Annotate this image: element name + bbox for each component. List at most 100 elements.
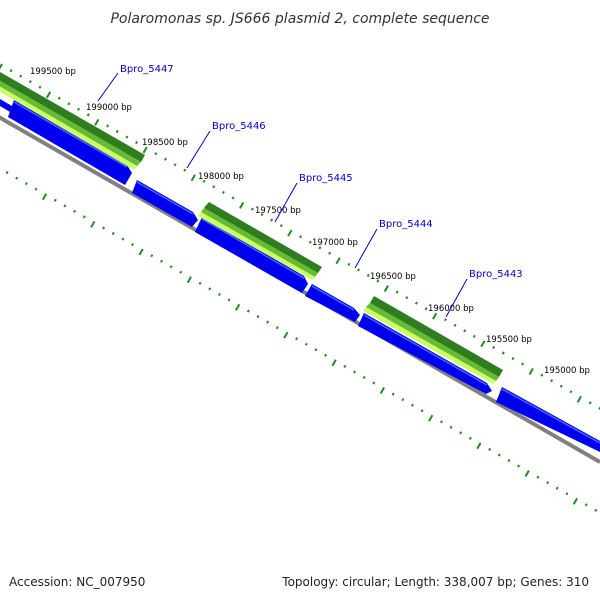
- callout-line: [97, 72, 119, 102]
- tick-mark: [235, 303, 241, 311]
- tick-mark: [443, 318, 447, 322]
- tick-mark: [154, 152, 158, 156]
- tick-mark: [588, 401, 592, 405]
- cds-arrow[interactable]: [496, 387, 600, 452]
- callout-line: [274, 182, 298, 223]
- bp-scale: 199500 bp 199000 bp 198500 bp 198000 bp …: [30, 67, 590, 376]
- gene-label[interactable]: Bpro_5445: [299, 173, 353, 184]
- tick-mark: [324, 353, 328, 357]
- tick-mark: [362, 375, 366, 379]
- tick-mark: [347, 262, 351, 266]
- tick-mark: [131, 243, 134, 247]
- feature-band[interactable]: [198, 202, 322, 280]
- bp-tick-label: 196500 bp: [370, 272, 416, 282]
- tick-mark: [186, 276, 192, 284]
- tick-mark: [299, 235, 303, 239]
- tick-mark: [476, 442, 482, 450]
- cds-arrow[interactable]: [132, 180, 198, 227]
- tick-mark: [395, 290, 399, 294]
- cds-arrow[interactable]: [195, 217, 308, 293]
- tick-mark: [45, 91, 52, 99]
- bp-tick-label: 195000 bp: [544, 366, 590, 376]
- tick-mark: [9, 68, 13, 73]
- bp-tick-label: 198000 bp: [198, 172, 244, 182]
- callout-line: [354, 228, 378, 269]
- tick-mark: [5, 170, 9, 175]
- tick-mark: [63, 204, 67, 208]
- gene-label[interactable]: Bpro_5444: [379, 219, 433, 230]
- tick-mark: [401, 398, 405, 402]
- tick-mark: [366, 273, 370, 277]
- tick-mark: [536, 475, 540, 479]
- tick-mark: [67, 102, 71, 106]
- tick-mark: [357, 268, 360, 272]
- tick-mark: [173, 163, 177, 167]
- tick-mark: [53, 198, 57, 202]
- bp-tick-label: 199000 bp: [86, 103, 132, 113]
- cds-arrow[interactable]: [0, 93, 12, 112]
- feature-band[interactable]: [0, 72, 145, 170]
- tick-mark: [432, 312, 438, 320]
- tick-mark: [507, 459, 511, 463]
- bp-tick-label: 197500 bp: [255, 206, 301, 216]
- tick-mark: [135, 141, 138, 145]
- tick-mark: [420, 409, 424, 413]
- tick-mark: [24, 182, 28, 186]
- tick-mark: [372, 381, 376, 385]
- tick-mark: [138, 248, 144, 256]
- tick-mark: [410, 403, 414, 407]
- tick-mark: [528, 368, 534, 375]
- tick-mark: [550, 379, 554, 383]
- tick-mark: [459, 431, 463, 435]
- tick-mark: [121, 237, 125, 241]
- bp-tick-label: 195500 bp: [486, 335, 532, 345]
- tick-mark: [15, 176, 19, 180]
- tick-mark: [569, 390, 573, 394]
- tick-mark: [41, 193, 48, 201]
- tick-mark: [217, 292, 221, 296]
- tick-mark: [540, 373, 544, 377]
- tick-mark: [212, 185, 216, 189]
- gene-callouts: Bpro_5447 Bpro_5446 Bpro_5445 Bpro_5444 …: [97, 64, 523, 318]
- tick-mark: [231, 196, 235, 200]
- tick-mark: [576, 395, 582, 403]
- tick-mark: [383, 285, 389, 292]
- callout-line: [186, 130, 211, 169]
- tick-mark: [82, 215, 86, 219]
- tick-mark: [169, 265, 173, 269]
- tick-mark: [559, 384, 563, 388]
- feature-band[interactable]: [363, 296, 503, 384]
- tick-mark: [202, 179, 206, 183]
- tick-mark: [521, 362, 525, 366]
- tick-mark: [468, 436, 472, 440]
- tick-mark: [555, 486, 559, 490]
- tick-mark: [565, 492, 569, 496]
- tick-mark: [227, 298, 231, 302]
- cds-arrow[interactable]: [8, 100, 132, 185]
- tick-mark: [414, 301, 418, 305]
- tick-mark: [150, 254, 154, 258]
- gene-label[interactable]: Bpro_5446: [212, 121, 266, 132]
- cds-arrow[interactable]: [358, 313, 492, 394]
- cds-arrow[interactable]: [305, 284, 360, 322]
- tick-mark: [164, 157, 167, 161]
- tick-mark: [379, 387, 385, 394]
- tick-mark: [318, 246, 322, 250]
- bp-tick-label: 199500 bp: [30, 67, 76, 77]
- gene-label[interactable]: Bpro_5443: [469, 269, 523, 280]
- tick-mark: [275, 326, 279, 330]
- tick-mark: [517, 464, 521, 468]
- tick-mark: [391, 392, 395, 396]
- tick-mark: [335, 257, 341, 265]
- tick-mark: [449, 425, 453, 429]
- tick-mark: [246, 309, 250, 313]
- tick-mark: [77, 107, 81, 111]
- tick-mark: [497, 453, 501, 457]
- cds-track: [0, 93, 600, 452]
- tick-mark: [501, 351, 505, 355]
- tick-mark: [572, 497, 578, 505]
- gene-label[interactable]: Bpro_5447: [120, 64, 174, 75]
- tick-mark: [279, 224, 283, 228]
- tick-mark: [488, 447, 492, 451]
